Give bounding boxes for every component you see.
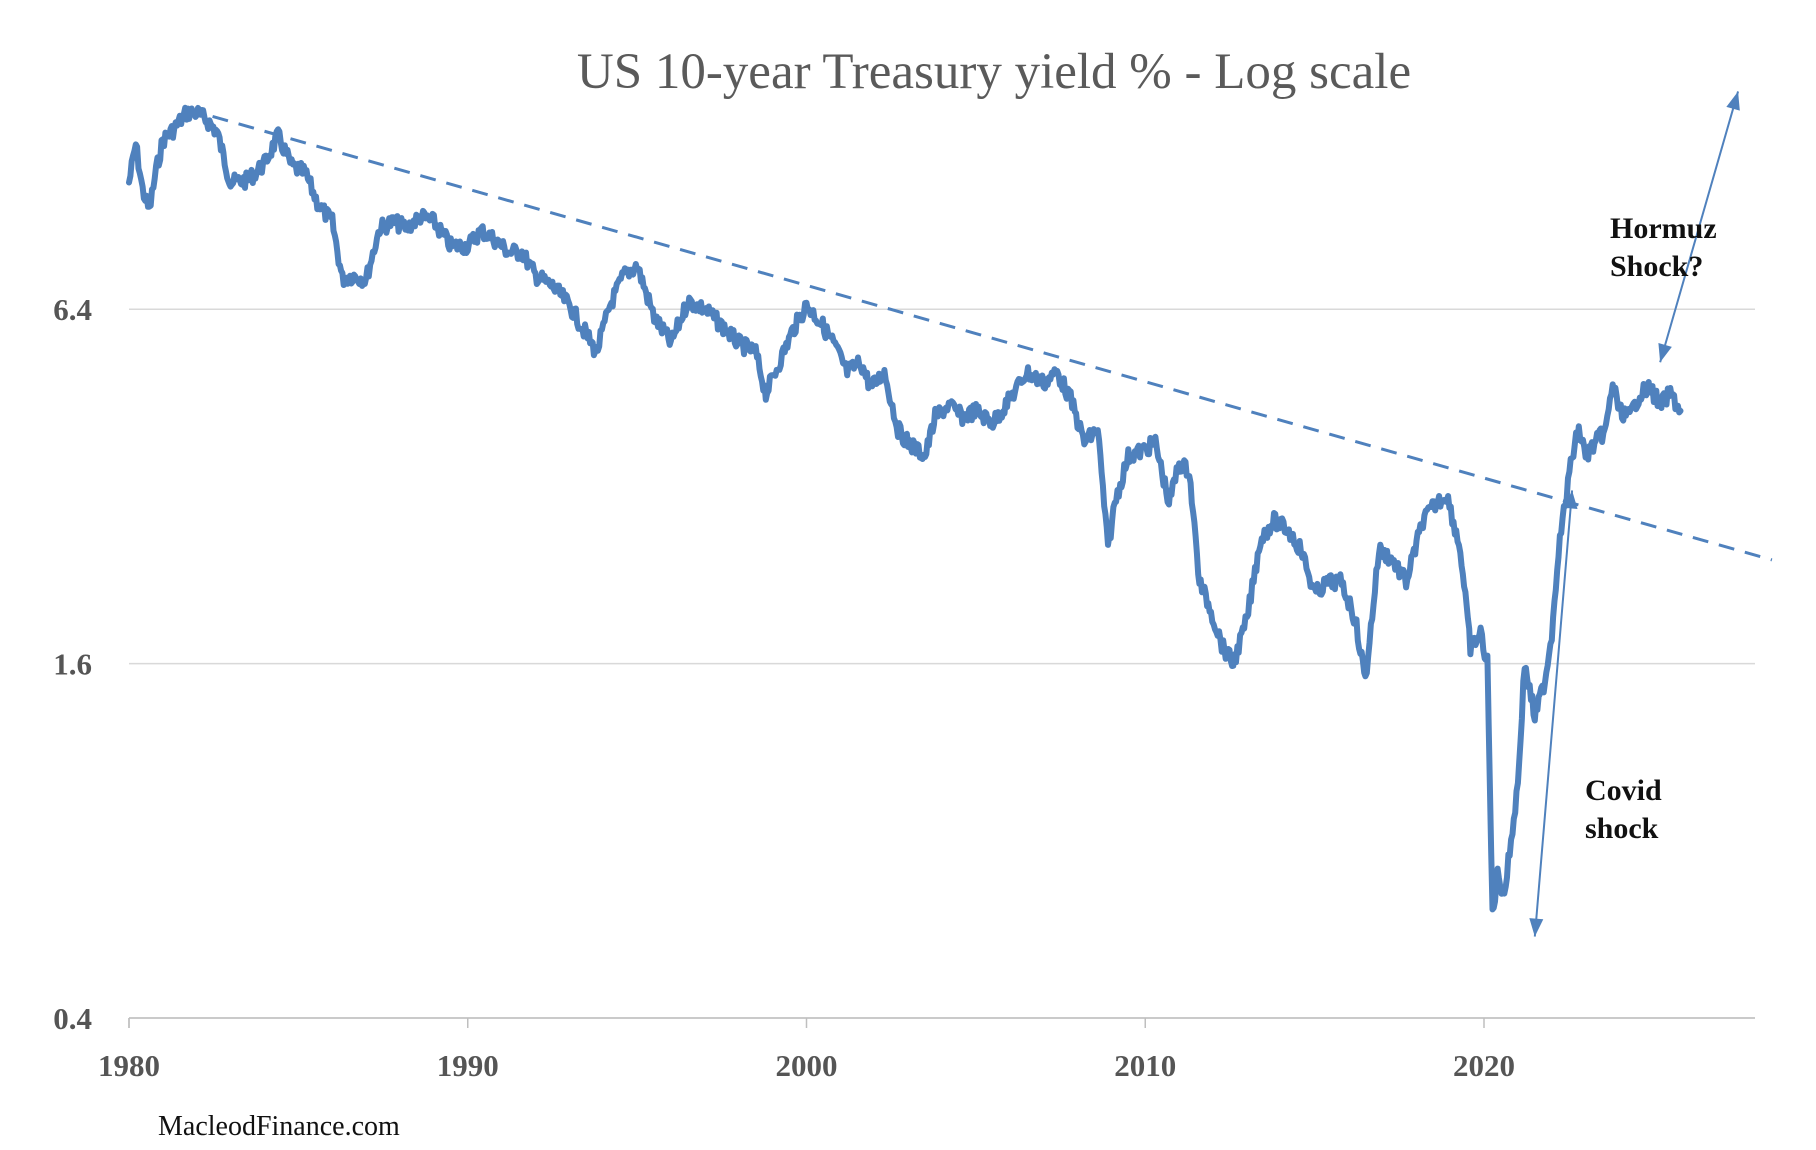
- annotation-label: Hormuz Shock?: [1610, 212, 1717, 283]
- chart-title: US 10-year Treasury yield % - Log scale: [577, 44, 1411, 100]
- x-tick-label: 2020: [1453, 1048, 1515, 1083]
- series-line-yield: [126, 104, 1684, 913]
- annotation-label: Covid shock: [1585, 774, 1662, 845]
- annotations: Hormuz Shock? Covid shock: [1585, 212, 1717, 845]
- trendline: [186, 107, 1773, 562]
- arrow-line: [1659, 91, 1740, 363]
- y-tick-label: 6.4: [53, 292, 92, 327]
- series-layer: [126, 104, 1684, 913]
- y-axis-ticks: 0.4 1.6 6.4: [53, 292, 92, 1036]
- x-tick-label: 1980: [98, 1048, 160, 1083]
- source-credit: MacleodFinance.com: [158, 1111, 400, 1142]
- arrow-head: [1726, 91, 1740, 111]
- arrow-head: [1529, 918, 1544, 937]
- annotation-arrows: [1529, 91, 1740, 937]
- arrow-line: [1533, 490, 1574, 937]
- y-tick-label: 0.4: [53, 1001, 92, 1036]
- x-tick-label: 1990: [437, 1048, 499, 1083]
- x-axis-ticks: 1980 1990 2000 2010 2020: [98, 1018, 1515, 1083]
- arrow-head: [1658, 343, 1672, 363]
- x-tick-label: 2000: [776, 1048, 838, 1083]
- arrow-head: [1563, 490, 1578, 509]
- x-tick-label: 2010: [1114, 1048, 1176, 1083]
- y-tick-label: 1.6: [53, 647, 92, 682]
- trendline-dashed: [186, 107, 1773, 562]
